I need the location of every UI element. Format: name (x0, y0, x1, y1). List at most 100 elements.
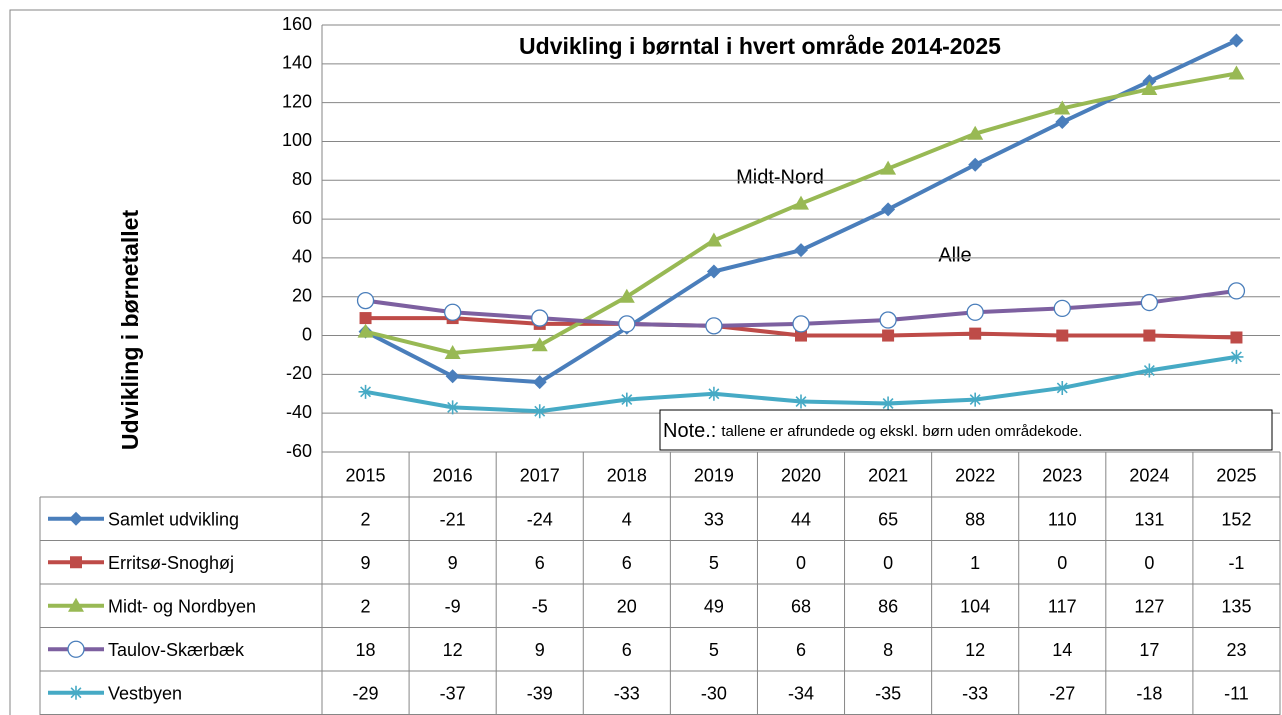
marker (706, 264, 721, 279)
marker (879, 311, 897, 329)
chart-title: Udvikling i børntal i hvert område 2014-… (519, 33, 1001, 59)
table-value: 110 (1048, 510, 1077, 530)
marker (445, 369, 460, 384)
table-value: 104 (960, 597, 990, 617)
table-value: 9 (361, 553, 371, 573)
marker (793, 195, 809, 210)
table-value: 12 (443, 640, 463, 660)
marker (532, 404, 547, 419)
x-tick-label: 2025 (1216, 465, 1256, 485)
table-value: -35 (875, 684, 901, 704)
marker (1227, 282, 1246, 300)
x-tick-label: 2019 (694, 465, 734, 485)
table-value: -5 (532, 597, 548, 617)
x-tick-label: 2022 (955, 465, 995, 485)
table-value: 131 (1134, 510, 1164, 530)
marker (1056, 329, 1069, 342)
legend-label: Midt- og Nordbyen (108, 597, 256, 617)
y-axis-label: Udvikling i børnetallet (117, 210, 143, 451)
y-tick-label: 160 (282, 14, 312, 34)
table-value: -30 (701, 684, 727, 704)
marker (532, 375, 547, 390)
marker (619, 392, 634, 407)
y-tick-label: 40 (292, 247, 312, 267)
y-tick-label: 60 (292, 208, 312, 228)
table-value: -18 (1136, 684, 1162, 704)
table-value: 117 (1048, 597, 1077, 617)
marker (1053, 299, 1071, 318)
marker (705, 317, 723, 335)
table-value: -24 (527, 510, 553, 530)
marker (881, 202, 896, 217)
marker (531, 309, 549, 327)
table-value: 135 (1221, 597, 1251, 617)
marker (1055, 115, 1070, 130)
table-value: 33 (704, 510, 724, 530)
marker (531, 337, 548, 352)
marker (445, 400, 460, 415)
y-tick-label: 100 (282, 130, 312, 150)
table-value: -29 (353, 684, 379, 704)
note-text: tallene er afrundede og ekskl. børn uden… (721, 423, 1082, 440)
marker (357, 323, 374, 338)
legend-label: Erritsø-Snoghøj (108, 553, 234, 573)
x-tick-label: 2015 (346, 465, 386, 485)
marker (1229, 349, 1244, 364)
marker (792, 315, 810, 333)
marker (795, 329, 807, 342)
table-value: -34 (788, 684, 814, 704)
x-tick-label: 2024 (1129, 465, 1169, 485)
x-tick-label: 2018 (607, 465, 647, 485)
marker (359, 312, 372, 325)
table-value: -11 (1224, 684, 1249, 704)
marker (969, 327, 982, 340)
table-value: 9 (448, 553, 458, 573)
marker (1230, 331, 1243, 344)
marker (882, 329, 895, 342)
table-value: -39 (527, 684, 553, 704)
marker (356, 291, 375, 310)
table-value: -33 (962, 684, 988, 704)
legend-label: Samlet udvikling (108, 510, 239, 530)
table-value: -9 (445, 597, 461, 617)
table-value: 12 (965, 640, 985, 660)
marker (69, 685, 83, 700)
table-value: 152 (1221, 510, 1251, 530)
y-tick-label: 120 (282, 91, 312, 111)
marker (1228, 65, 1245, 80)
marker (968, 157, 983, 172)
table-value: 49 (704, 597, 724, 617)
x-tick-label: 2020 (781, 465, 821, 485)
marker (68, 597, 84, 612)
table-value: 44 (791, 510, 811, 530)
legend-label: Taulov-Skærbæk (108, 640, 245, 660)
note-label: Note.: (663, 420, 716, 442)
x-tick-label: 2016 (433, 465, 473, 485)
table-value: -27 (1049, 684, 1075, 704)
table-value: 88 (965, 510, 985, 530)
marker (880, 160, 897, 175)
marker (1141, 81, 1158, 96)
series-line (365, 71, 1237, 356)
marker (1142, 363, 1157, 378)
table-value: -1 (1228, 553, 1244, 573)
marker (794, 243, 808, 258)
marker (69, 511, 83, 526)
note: Note.: tallene er afrundede og ekskl. bø… (663, 420, 1082, 442)
table-value: -21 (440, 510, 466, 530)
annotation: Midt-Nord (736, 166, 824, 188)
marker (1140, 293, 1159, 312)
table-value: 20 (617, 597, 637, 617)
y-tick-label: 140 (282, 53, 312, 73)
table-value: -37 (440, 684, 466, 704)
table-value: 4 (622, 510, 632, 530)
table-value: 6 (535, 553, 545, 573)
table-value: 18 (356, 640, 376, 660)
y-tick-label: -40 (286, 402, 312, 422)
marker (1055, 380, 1070, 395)
y-tick-label: 0 (302, 324, 312, 344)
chart-frame (9, 9, 1282, 715)
table-value: 127 (1134, 597, 1164, 617)
table-value: 0 (883, 553, 893, 573)
